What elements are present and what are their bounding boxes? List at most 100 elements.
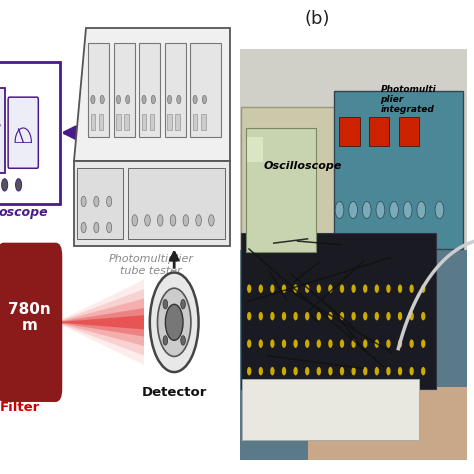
Circle shape [202, 95, 207, 104]
Circle shape [374, 312, 379, 320]
Text: Filter: Filter [0, 401, 40, 413]
Circle shape [259, 367, 263, 375]
Circle shape [165, 304, 183, 340]
Bar [165, 43, 186, 137]
Circle shape [386, 284, 391, 293]
FancyBboxPatch shape [334, 91, 464, 248]
FancyBboxPatch shape [0, 62, 60, 204]
Circle shape [374, 284, 379, 293]
Circle shape [259, 339, 263, 348]
Circle shape [142, 95, 146, 104]
Circle shape [193, 95, 197, 104]
Circle shape [317, 284, 321, 293]
Circle shape [151, 95, 155, 104]
Circle shape [340, 339, 344, 348]
Circle shape [270, 312, 274, 320]
Circle shape [363, 367, 367, 375]
Polygon shape [56, 299, 144, 346]
Circle shape [270, 339, 274, 348]
Circle shape [328, 312, 333, 320]
Circle shape [410, 284, 414, 293]
Circle shape [421, 339, 425, 348]
Circle shape [293, 284, 298, 293]
Circle shape [305, 367, 310, 375]
Circle shape [398, 339, 402, 348]
Circle shape [340, 284, 344, 293]
Circle shape [317, 339, 321, 348]
Polygon shape [56, 308, 144, 337]
Circle shape [16, 179, 22, 191]
Circle shape [305, 339, 310, 348]
Circle shape [163, 336, 168, 345]
Bar [242, 379, 419, 440]
Bar [150, 114, 155, 130]
Circle shape [94, 222, 99, 233]
Circle shape [247, 339, 251, 348]
Circle shape [247, 367, 251, 375]
Circle shape [132, 215, 137, 226]
Circle shape [282, 367, 286, 375]
Circle shape [293, 339, 298, 348]
Bar [77, 168, 123, 239]
Circle shape [157, 288, 191, 356]
Text: Oscilloscope: Oscilloscope [264, 161, 342, 171]
Bar [99, 114, 103, 130]
Polygon shape [239, 170, 467, 460]
Circle shape [157, 215, 163, 226]
Bar [193, 114, 197, 130]
Circle shape [386, 312, 391, 320]
Bar [124, 114, 129, 130]
Bar [369, 118, 390, 146]
Circle shape [421, 367, 425, 375]
Bar [114, 43, 135, 137]
Circle shape [293, 367, 298, 375]
Circle shape [209, 215, 214, 226]
Circle shape [398, 284, 402, 293]
Circle shape [81, 196, 86, 207]
FancyBboxPatch shape [8, 97, 38, 168]
Circle shape [270, 284, 274, 293]
Text: Photomultiplier
tube tester: Photomultiplier tube tester [109, 254, 193, 276]
Circle shape [410, 312, 414, 320]
Text: Detector: Detector [142, 386, 207, 399]
FancyBboxPatch shape [0, 243, 62, 402]
Circle shape [126, 95, 130, 104]
Circle shape [305, 284, 310, 293]
Bar [142, 114, 146, 130]
Circle shape [317, 367, 321, 375]
Bar [128, 168, 225, 239]
Circle shape [145, 215, 150, 226]
FancyBboxPatch shape [241, 233, 436, 389]
Circle shape [374, 339, 379, 348]
Bar [91, 114, 95, 130]
Circle shape [363, 312, 367, 320]
Circle shape [81, 222, 86, 233]
Circle shape [259, 312, 263, 320]
Circle shape [403, 201, 412, 219]
Circle shape [386, 339, 391, 348]
Bar [167, 114, 172, 130]
Circle shape [351, 312, 356, 320]
Circle shape [335, 201, 344, 219]
Circle shape [270, 367, 274, 375]
Text: oscope: oscope [0, 206, 48, 219]
Circle shape [351, 284, 356, 293]
Circle shape [374, 367, 379, 375]
Circle shape [107, 222, 112, 233]
Bar [399, 118, 419, 146]
Circle shape [181, 300, 185, 309]
Circle shape [328, 339, 333, 348]
Text: (b): (b) [304, 10, 329, 28]
Circle shape [398, 367, 402, 375]
Circle shape [351, 339, 356, 348]
Circle shape [247, 284, 251, 293]
Circle shape [328, 367, 333, 375]
Polygon shape [56, 289, 144, 356]
Circle shape [181, 336, 185, 345]
Circle shape [351, 367, 356, 375]
Bar [239, 57, 467, 460]
Polygon shape [74, 28, 230, 161]
Circle shape [417, 201, 426, 219]
Circle shape [259, 284, 263, 293]
Circle shape [410, 339, 414, 348]
